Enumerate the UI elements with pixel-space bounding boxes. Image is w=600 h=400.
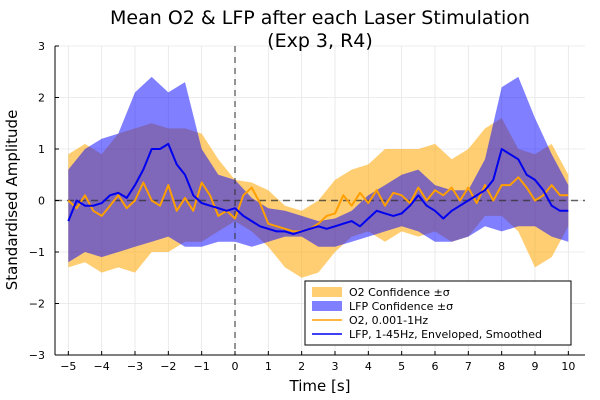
legend-label-2: O2, 0.001-1Hz (349, 314, 428, 327)
confidence-bands (68, 76, 569, 278)
y-tick-label-5: 2 (38, 92, 45, 105)
legend-box (304, 280, 572, 346)
x-tick-label-8: 3 (332, 360, 339, 373)
x-tick-label-1: −4 (94, 360, 110, 373)
x-axis-label: Time [s] (289, 377, 351, 395)
y-tick-label-3: 0 (38, 195, 45, 208)
reference-lines (55, 46, 585, 355)
x-tick-label-4: −1 (194, 360, 210, 373)
y-axis-label: Standardised Amplitude (3, 110, 21, 291)
x-tick-label-2: −3 (127, 360, 143, 373)
x-tick-label-7: 2 (298, 360, 305, 373)
series-line-o2 (67, 176, 569, 233)
y-tick-label-1: −2 (29, 298, 45, 311)
x-tick-label-6: 1 (265, 360, 272, 373)
legend-swatch-0 (312, 287, 342, 297)
x-tick-labels: −5 −4 −3 −2 −1 0 1 2 3 4 5 6 7 8 9 10 (60, 351, 575, 373)
series-lines (67, 142, 569, 235)
series-line-lfp (67, 142, 569, 235)
chart-title-line-2: (Exp 3, R4) (267, 30, 373, 52)
y-tick-label-2: −1 (29, 246, 45, 259)
x-tick-label-11: 6 (432, 360, 439, 373)
x-tick-label-5: 0 (232, 360, 239, 373)
x-tick-label-15: 10 (561, 360, 575, 373)
x-tick-label-9: 4 (365, 360, 372, 373)
legend-label-1: LFP Confidence ±σ (349, 300, 453, 313)
legend-swatch-1 (312, 301, 342, 311)
legend-label-0: O2 Confidence ±σ (349, 286, 450, 299)
x-tick-label-14: 9 (532, 360, 539, 373)
legend-label-3: LFP, 1-45Hz, Enveloped, Smoothed (349, 328, 542, 341)
x-tick-label-10: 5 (398, 360, 405, 373)
band-lfp (68, 76, 569, 263)
x-tick-label-0: −5 (60, 360, 76, 373)
chart-title-line-1: Mean O2 & LFP after each Laser Stimulati… (110, 7, 530, 29)
y-tick-label-6: 3 (38, 40, 45, 53)
y-tick-label-0: −3 (29, 349, 45, 362)
y-tick-labels: −3 −2 −1 0 1 2 3 (29, 40, 59, 362)
x-tick-label-13: 8 (498, 360, 505, 373)
y-tick-label-4: 1 (38, 143, 45, 156)
x-tick-label-12: 7 (465, 360, 472, 373)
x-tick-label-3: −2 (160, 360, 176, 373)
